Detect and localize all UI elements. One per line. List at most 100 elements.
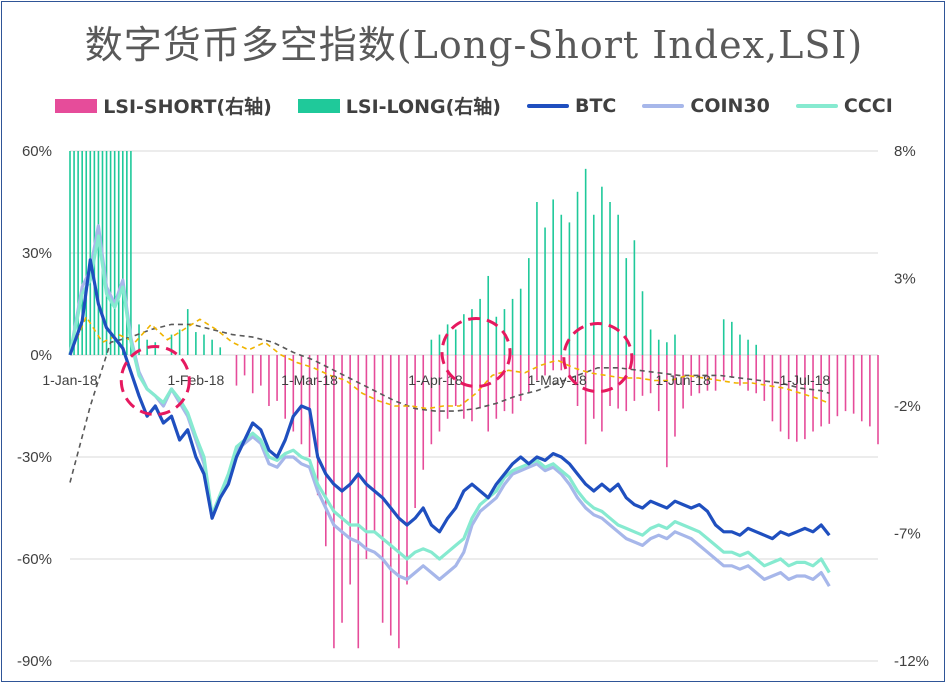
- y-right-tick-label: -7%: [894, 526, 921, 543]
- lsi-long-bar: [89, 151, 92, 355]
- lsi-short-bar: [511, 355, 514, 414]
- lsi-short-bar: [674, 355, 676, 437]
- x-tick-label: 1-Jan-18: [42, 372, 97, 388]
- lsi-long-bar: [178, 329, 181, 355]
- y-left-tick-label: -90%: [17, 653, 52, 670]
- lsi-long-bar: [446, 324, 449, 355]
- x-tick-label: 1-Apr-18: [408, 372, 463, 388]
- lsi-short-bar: [324, 355, 327, 547]
- lsi-short-bar: [633, 355, 636, 401]
- highlight-circle: [562, 322, 634, 394]
- legend-item-lsi-long: LSI-LONG(右轴): [297, 92, 501, 119]
- lsi-short-bar: [333, 355, 335, 649]
- lsi-short-bar: [584, 355, 587, 445]
- legend-label-ccci: CCCI: [843, 94, 893, 117]
- legend-label-lsi-long: LSI-LONG(右轴): [345, 96, 501, 118]
- y-right-tick-label: 8%: [894, 143, 916, 160]
- lsi-short-bar: [641, 355, 644, 396]
- btc-line: [68, 258, 831, 541]
- lsi-long-bar: [657, 339, 660, 355]
- lsi-short-bar: [666, 355, 668, 468]
- lsi-short-bar: [828, 355, 831, 424]
- lsi-long-bar: [138, 324, 140, 355]
- lsi-short-bar: [739, 355, 741, 386]
- lsi-long-bar: [674, 334, 676, 355]
- lsi-long-bar: [601, 186, 603, 355]
- lsi-long-bar: [471, 309, 473, 355]
- legend-swatch-lsi-short: [55, 98, 98, 113]
- chart-title: 数字货币多空指数(Long-Short Index,LSI): [84, 23, 864, 67]
- lsi-short-bar: [519, 355, 522, 401]
- legend-label-lsi-short: LSI-SHORT(右轴): [103, 96, 272, 118]
- lsi-short-bar: [389, 355, 392, 636]
- lsi-short-bar: [260, 355, 262, 386]
- lsi-long-bar: [81, 151, 83, 355]
- lsi-long-bar: [85, 151, 88, 355]
- lsi-long-bar: [186, 309, 189, 355]
- y-left-tick-label: 30%: [22, 245, 52, 262]
- lsi-short-bar: [592, 355, 595, 419]
- lsi-long-bar: [487, 275, 490, 355]
- lsi-short-bar: [836, 355, 839, 417]
- lsi-short-bar: [649, 355, 652, 394]
- lsi-short-bar: [357, 355, 360, 649]
- lsi-short-bar: [406, 355, 408, 585]
- lsi-long-bar: [495, 316, 498, 355]
- lsi-long-bar: [126, 151, 128, 355]
- lsi-short-bar: [877, 355, 879, 445]
- lsi-short-bar: [341, 355, 343, 623]
- lsi-long-bar: [666, 342, 668, 355]
- y-right-tick-label: -12%: [894, 653, 929, 670]
- lsi-short-bar: [812, 355, 814, 432]
- y-left-tick-label: 0%: [30, 347, 52, 364]
- legend-item-btc: BTC: [526, 92, 616, 119]
- lsi-long-bar: [105, 151, 108, 355]
- lsi-short-bar: [755, 355, 757, 394]
- y-left-tick-label: -30%: [17, 449, 52, 466]
- y-right-tick-label: -2%: [894, 398, 921, 415]
- x-tick-label: 1-Jun-18: [655, 372, 710, 388]
- lsi-long-bar: [641, 291, 644, 355]
- legend-item-coin30: COIN30: [642, 92, 770, 119]
- legend-swatch-btc: [526, 103, 569, 108]
- lsi-long-bar: [154, 342, 157, 355]
- lsi-short-bar: [251, 355, 254, 394]
- lsi-long-bar: [121, 151, 124, 355]
- lsi-short-bar: [446, 355, 449, 419]
- lsi-long-bar: [576, 191, 579, 355]
- lsi-long-bar: [203, 334, 205, 355]
- y-left-tick-label: 60%: [22, 143, 52, 160]
- lsi-long-bar: [731, 321, 733, 355]
- lsi-short-bar: [398, 355, 400, 649]
- lsi-long-bar: [536, 202, 538, 355]
- legend: LSI-SHORT(右轴) LSI-LONG(右轴) BTC COIN30 CC…: [0, 92, 948, 119]
- lsi-short-bar: [235, 355, 238, 386]
- lsi-long-bar: [479, 298, 481, 355]
- dashed-series-line-2: [69, 315, 830, 410]
- lsi-long-bar: [117, 151, 120, 355]
- lsi-long-bar: [454, 329, 457, 355]
- highlight-circle: [440, 316, 512, 388]
- lsi-short-bar: [731, 355, 733, 378]
- lsi-long-bar: [170, 334, 173, 355]
- y-left-tick-label: -60%: [17, 551, 52, 568]
- lsi-short-bar: [438, 355, 441, 432]
- lsi-short-bar: [576, 355, 579, 406]
- lsi-short-bar: [365, 355, 368, 559]
- ccci-line: [68, 234, 831, 574]
- lsi-short-bar: [771, 355, 774, 422]
- lsi-long-bar: [219, 347, 222, 355]
- dashed-series-line-1: [69, 323, 830, 483]
- lsi-short-bar: [414, 355, 416, 508]
- lsi-long-bar: [430, 339, 433, 355]
- legend-item-lsi-short: LSI-SHORT(右轴): [55, 92, 272, 119]
- lsi-short-bar: [284, 355, 286, 419]
- x-tick-label: 1-Jul-18: [780, 372, 831, 388]
- lsi-long-bar: [511, 298, 514, 355]
- lsi-short-bar: [381, 355, 384, 623]
- lsi-short-bar: [316, 355, 319, 496]
- lsi-short-bar: [300, 355, 303, 445]
- lsi-long-bar: [722, 319, 725, 355]
